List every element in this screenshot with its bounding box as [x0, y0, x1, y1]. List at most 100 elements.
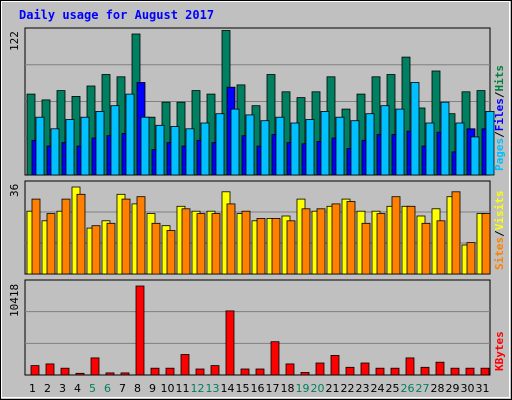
bar-pages-14 [230, 108, 240, 176]
ymax-label-kbytes: 10418 [8, 284, 21, 317]
x-tick-label: 17 [266, 382, 280, 395]
bar-pages-18 [290, 122, 300, 176]
series-pages [35, 82, 495, 176]
bar-sites-27 [421, 222, 431, 275]
bar-pages-22 [350, 120, 360, 176]
bar-pages-3 [65, 119, 75, 176]
bar-kbytes-27 [420, 366, 430, 376]
bar-hits-1 [26, 93, 36, 176]
bar-kbytes-2 [45, 363, 55, 376]
x-tick-label: 9 [149, 382, 156, 395]
bar-kbytes-23 [360, 362, 370, 376]
legend-separator: / [493, 131, 506, 138]
bar-pages-1 [35, 116, 45, 176]
bar-sites-3 [61, 198, 71, 275]
ymax-label-hits: 122 [8, 31, 21, 51]
bar-kbytes-6 [105, 372, 115, 376]
x-tick-label: 3 [59, 382, 66, 395]
bar-kbytes-1 [30, 365, 40, 376]
x-tick-label: 12 [191, 382, 205, 395]
bar-kbytes-3 [60, 367, 70, 376]
legend-entry-hits: Hits [493, 65, 506, 92]
bar-pages-4 [80, 116, 90, 176]
bar-sites-15 [241, 210, 251, 275]
x-tick-label: 18 [281, 382, 295, 395]
bar-pages-15 [245, 114, 255, 176]
bar-sites-7 [121, 198, 131, 275]
x-tick-label: 15 [236, 382, 250, 395]
chart-panels: 122Pages/Files/Hits36Sites/Visits10418KB… [8, 27, 506, 376]
bar-pages-21 [335, 116, 345, 176]
bar-sites-6 [106, 222, 116, 275]
x-tick-label: 29 [446, 382, 460, 395]
bar-sites-31 [481, 213, 491, 275]
bar-kbytes-14 [225, 310, 235, 376]
bar-pages-2 [50, 128, 60, 176]
series-kbytes [30, 285, 490, 376]
bar-kbytes-26 [405, 357, 415, 376]
panel-visits: 36 Sites/Visits [8, 180, 506, 275]
bar-pages-10 [170, 126, 180, 176]
bar-sites-23 [361, 222, 371, 275]
x-tick-label: 21 [326, 382, 340, 395]
x-tick-label: 31 [476, 382, 490, 395]
bar-kbytes-9 [150, 367, 160, 376]
bar-kbytes-22 [345, 366, 355, 376]
bar-kbytes-12 [195, 368, 205, 376]
bar-pages-30 [470, 136, 480, 176]
bar-kbytes-8 [135, 285, 145, 376]
x-tick-label: 26 [401, 382, 415, 395]
x-tick-label: 27 [416, 382, 430, 395]
x-tick-label: 8 [134, 382, 141, 395]
bar-sites-16 [256, 217, 266, 275]
bar-pages-12 [200, 122, 210, 176]
x-tick-label: 5 [89, 382, 96, 395]
bar-pages-31 [485, 111, 495, 176]
x-tick-label: 10 [161, 382, 175, 395]
bar-sites-8 [136, 196, 146, 275]
bar-kbytes-13 [210, 365, 220, 376]
bar-sites-11 [181, 208, 191, 275]
bar-sites-24 [376, 213, 386, 275]
bar-sites-10 [166, 230, 176, 275]
bar-sites-30 [466, 242, 476, 275]
bar-kbytes-15 [240, 368, 250, 376]
bar-pages-26 [410, 82, 420, 176]
bar-sites-26 [406, 205, 416, 275]
bar-kbytes-4 [75, 372, 85, 376]
bar-kbytes-17 [270, 341, 280, 376]
x-tick-label: 20 [311, 382, 325, 395]
bar-pages-24 [380, 105, 390, 176]
legend-entry-sites: Sites [493, 237, 506, 270]
legend-kbytes: KBytes [493, 331, 506, 371]
bar-pages-6 [110, 105, 120, 176]
bar-kbytes-16 [255, 368, 265, 376]
ymax-label-visits: 36 [8, 184, 21, 197]
x-tick-label: 6 [104, 382, 111, 395]
legend-entry-pages: Pages [493, 138, 506, 171]
x-tick-label: 7 [119, 382, 126, 395]
bar-pages-29 [455, 122, 465, 176]
legend-separator: / [493, 91, 506, 98]
bar-kbytes-21 [330, 354, 340, 376]
bar-sites-1 [31, 198, 41, 275]
bar-pages-17 [275, 116, 285, 176]
bar-sites-17 [271, 217, 281, 275]
bar-kbytes-20 [315, 362, 325, 376]
bar-pages-28 [440, 101, 450, 176]
bar-kbytes-28 [435, 361, 445, 376]
series-sites [31, 191, 491, 275]
bar-kbytes-10 [165, 367, 175, 376]
x-tick-label: 30 [461, 382, 475, 395]
legend-visits: Sites/Visits [493, 191, 506, 271]
bar-pages-11 [185, 128, 195, 176]
bar-pages-9 [155, 124, 165, 176]
bar-kbytes-29 [450, 367, 460, 376]
legend-separator: / [493, 230, 506, 237]
x-tick-label: 2 [44, 382, 51, 395]
x-tick-label: 23 [356, 382, 370, 395]
bar-pages-25 [395, 108, 405, 176]
